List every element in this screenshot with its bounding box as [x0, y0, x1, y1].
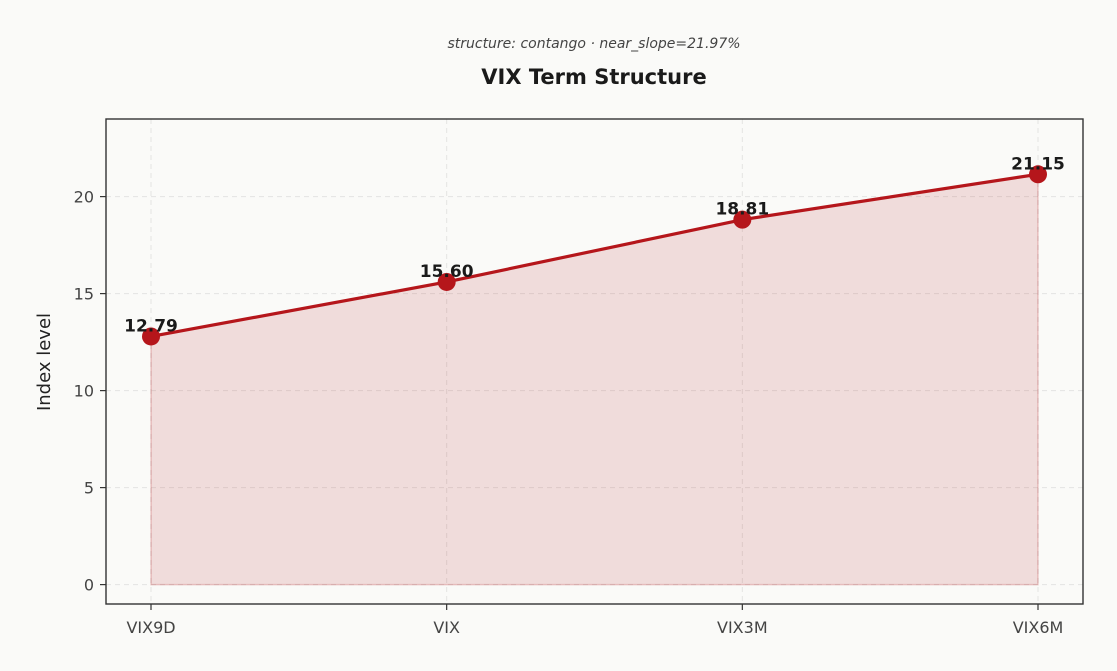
- series-line: [150, 172, 1039, 339]
- x-tick-label: VIX6M: [1013, 618, 1064, 637]
- plot-background: [106, 119, 1083, 604]
- data-point: [733, 210, 752, 229]
- plot-area: [105, 118, 1084, 605]
- data-label: 21.15: [1011, 154, 1065, 174]
- y-tick-label: 10: [74, 382, 94, 401]
- x-axis: VIX9D VIX VIX3M VIX6M: [126, 604, 1063, 637]
- data-point: [437, 272, 456, 291]
- data-label: 15.60: [420, 262, 474, 282]
- y-axis-label: Index level: [34, 313, 55, 411]
- x-tick-label: VIX: [433, 618, 460, 637]
- data-label: 12.79: [124, 316, 178, 336]
- data-point: [142, 327, 160, 346]
- series: 12.79 15.60 18.81 21.15: [124, 154, 1065, 586]
- y-tick-label: 5: [84, 479, 94, 498]
- y-tick-label: 20: [74, 188, 94, 207]
- y-tick-label: 15: [74, 285, 94, 304]
- plot-frame: [105, 118, 1084, 605]
- x-tick-label: VIX3M: [717, 618, 768, 637]
- y-axis: 0 5 10 15 20: [74, 188, 106, 595]
- data-label: 18.81: [715, 200, 769, 220]
- x-tick-label: VIX9D: [126, 618, 175, 637]
- y-tick-label: 0: [84, 576, 94, 595]
- chart-title: VIX Term Structure: [481, 65, 706, 89]
- chart-subtitle: structure: contango · near_slope=21.97%: [447, 36, 740, 52]
- data-point: [1029, 165, 1047, 184]
